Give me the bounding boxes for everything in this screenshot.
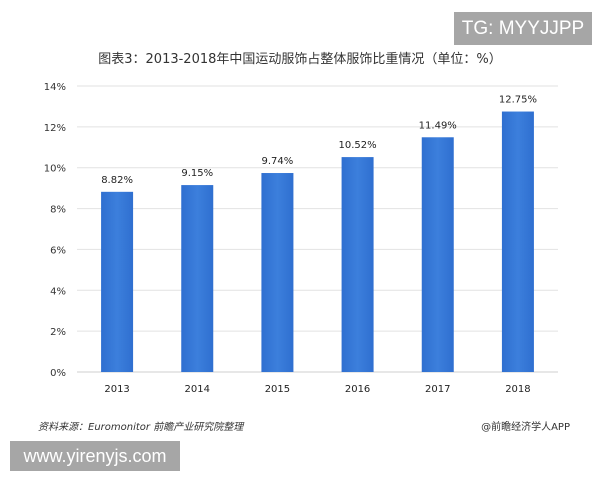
x-tick-label: 2013 (104, 384, 129, 395)
y-tick-label: 10% (44, 164, 66, 175)
data-label: 9.74% (262, 156, 294, 167)
source-note: 资料来源：Euromonitor 前瞻产业研究院整理 (38, 422, 244, 433)
bar-2015 (261, 173, 294, 372)
bar-2013 (101, 191, 134, 372)
data-label: 8.82% (101, 175, 133, 186)
x-tick-label: 2018 (505, 384, 530, 395)
y-tick-label: 0% (50, 368, 66, 379)
site-watermark: www.yirenyjs.com (10, 441, 180, 471)
y-tick-label: 4% (50, 286, 66, 297)
x-tick-label: 2014 (185, 384, 210, 395)
y-tick-label: 8% (50, 205, 66, 216)
x-tick-label: 2015 (265, 384, 290, 395)
y-tick-label: 6% (50, 245, 66, 256)
bar-2014 (181, 185, 214, 372)
bar-2016 (341, 157, 374, 372)
data-label: 12.75% (499, 95, 537, 106)
data-label: 9.15% (181, 168, 213, 179)
x-tick-label: 2016 (345, 384, 370, 395)
y-tick-label: 2% (50, 327, 66, 338)
bar-2017 (421, 137, 454, 372)
y-tick-label: 12% (44, 123, 66, 134)
data-label: 10.52% (339, 140, 377, 151)
chart-title: 图表3：2013-2018年中国运动服饰占整体服饰比重情况（单位：%） (98, 52, 502, 67)
tg-watermark: TG: MYYJJPP (454, 12, 592, 45)
brand-credit: @前瞻经济学人APP (481, 422, 570, 433)
y-tick-label: 14% (44, 82, 66, 93)
x-tick-label: 2017 (425, 384, 450, 395)
data-label: 11.49% (419, 120, 457, 131)
bar-2018 (501, 111, 534, 373)
